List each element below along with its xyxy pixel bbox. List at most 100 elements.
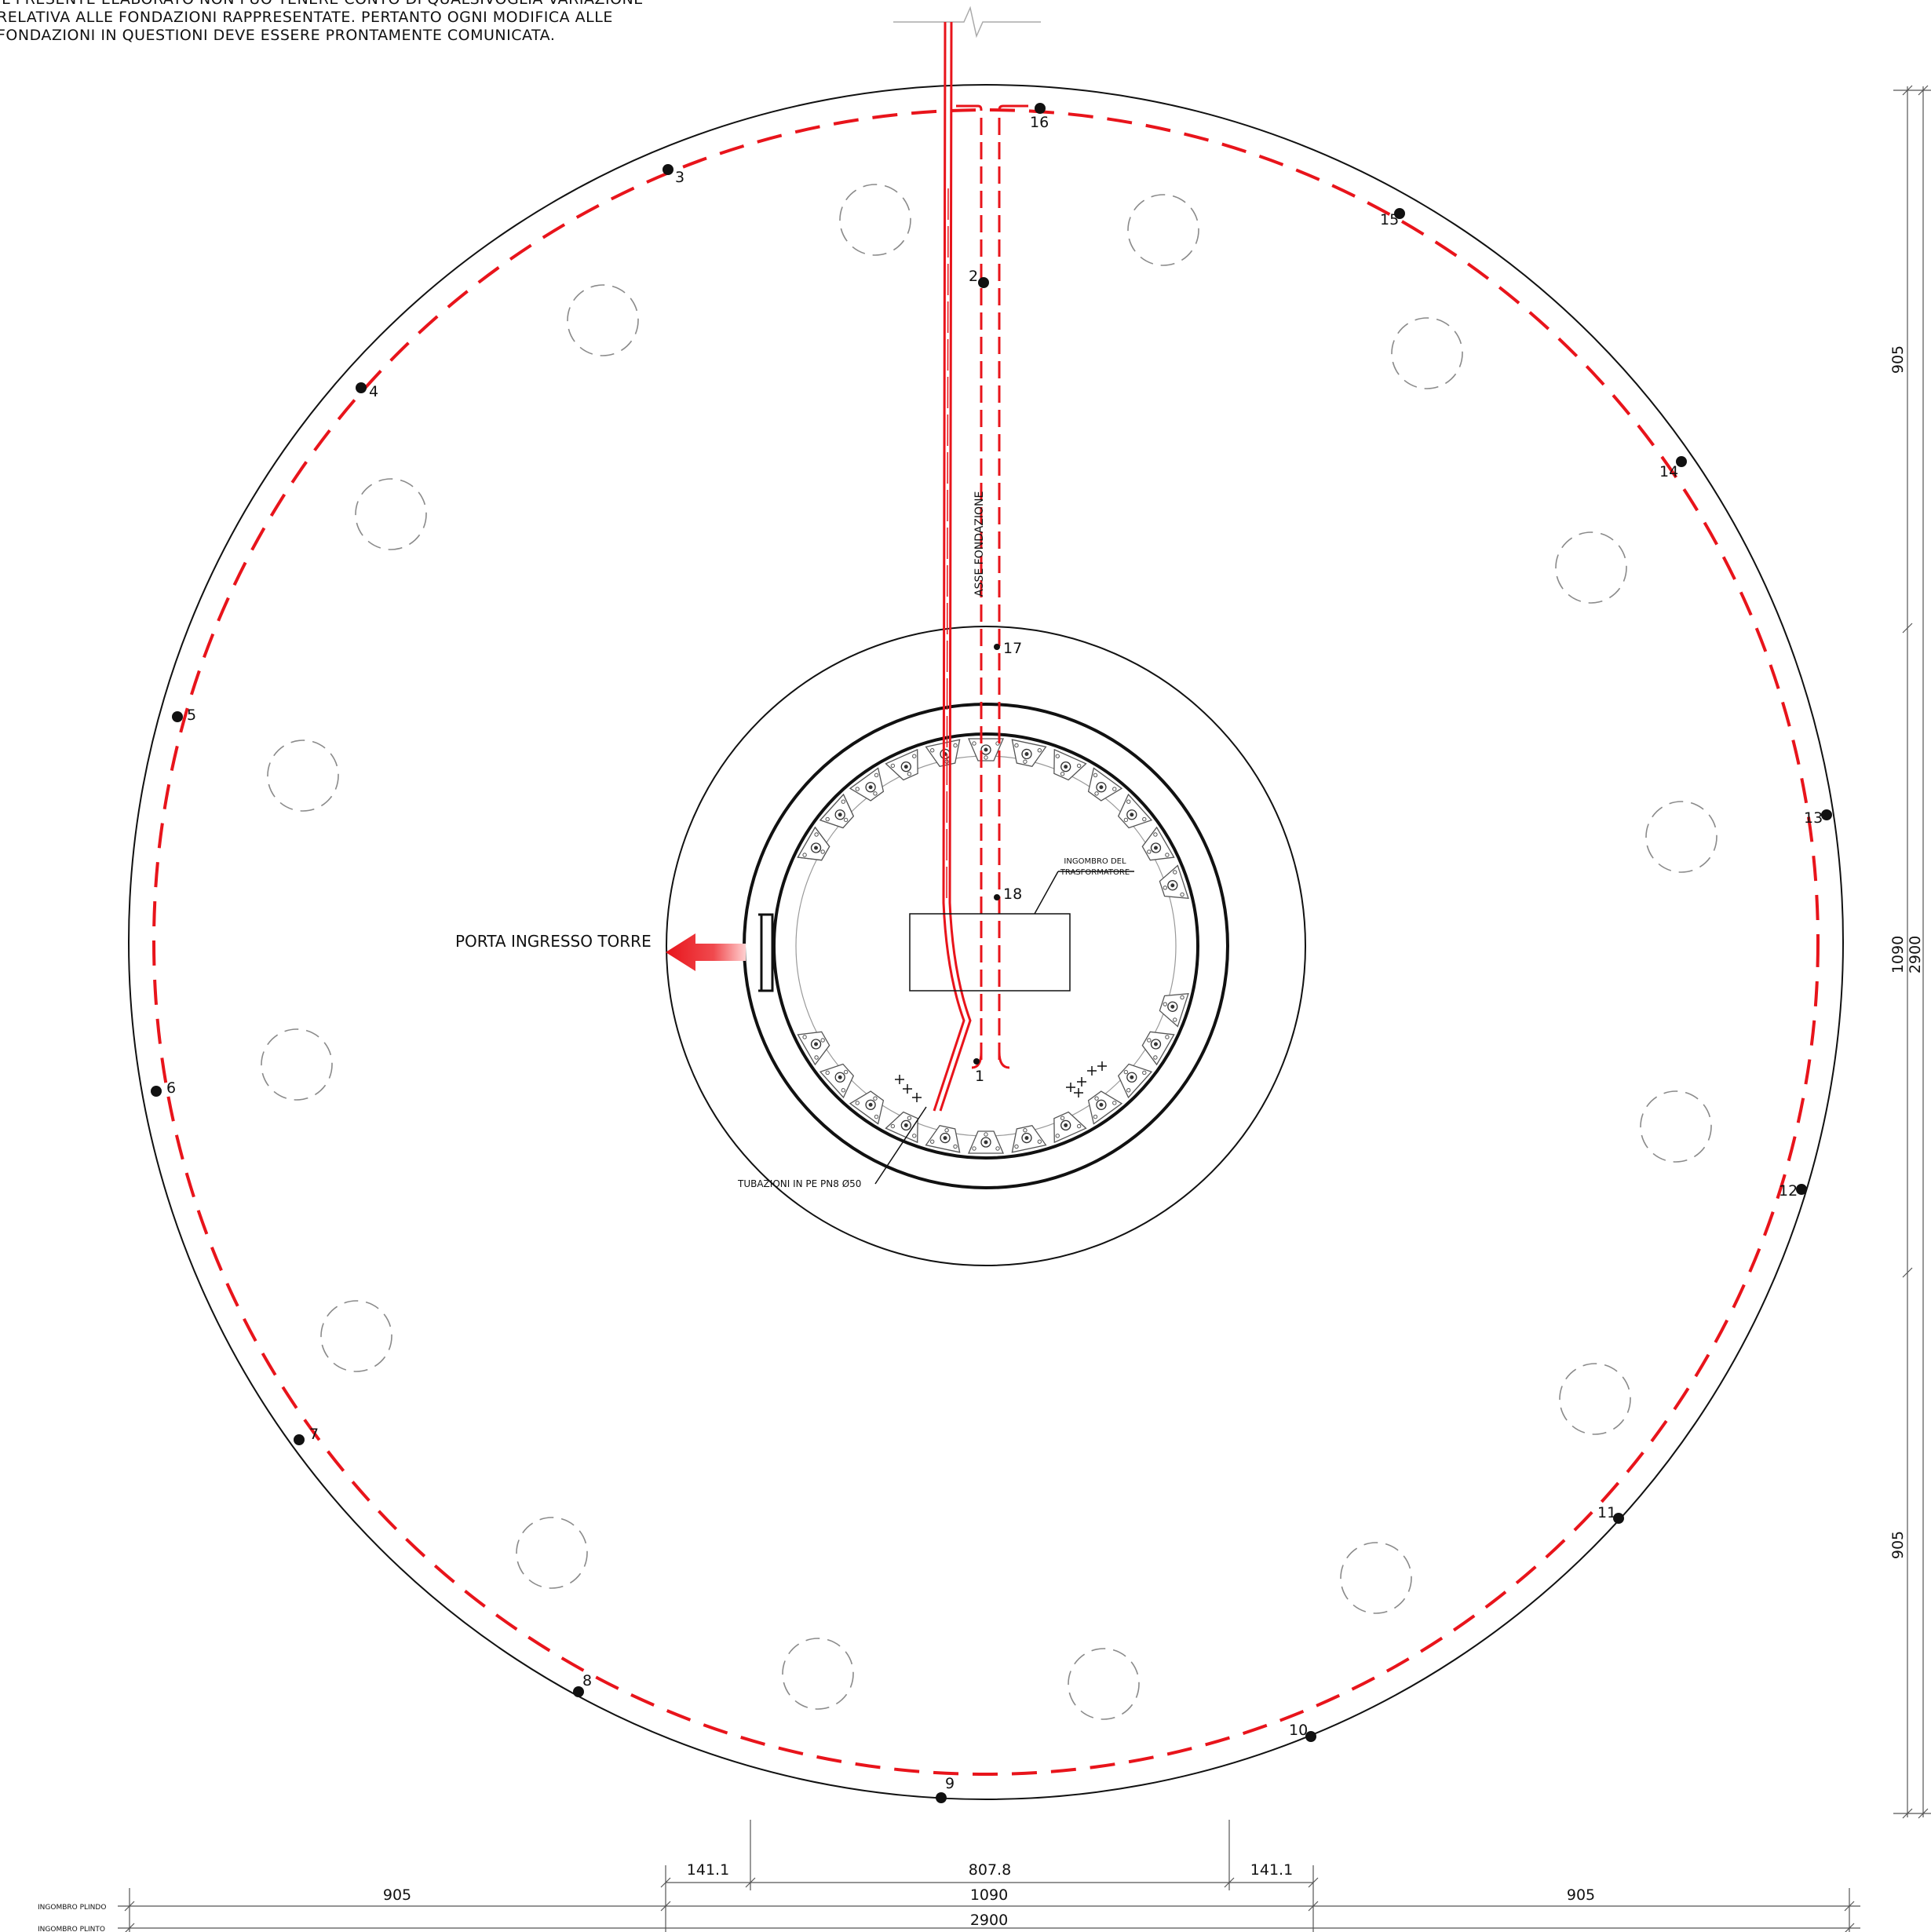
dim-807: 807.8	[969, 1861, 1011, 1879]
grounding-point-label: 6	[166, 1079, 176, 1097]
anchor-cluster-6	[968, 738, 1004, 761]
anchor-cluster-21	[885, 1111, 918, 1144]
grounding-point-label: 5	[187, 707, 196, 724]
pile-4	[1391, 317, 1463, 389]
grounding-point-3: 3	[663, 164, 684, 186]
pedestal-outline	[666, 626, 1306, 1266]
survey-marks	[895, 1061, 1107, 1102]
pe-pipes-axis	[946, 188, 949, 904]
tower-flange-outer	[743, 703, 1229, 1189]
note-line-3: FONDAZIONI IN QUESTIONI DEVE ESSERE PRON…	[0, 27, 556, 44]
note-line-1: IL PRESENTE ELABORATO NON PUO TENERE CON…	[0, 0, 656, 9]
grounding-point-label: 3	[675, 169, 684, 186]
pile-2	[1127, 194, 1199, 266]
grounding-point-13: 13	[1804, 809, 1832, 827]
pe-pipes	[933, 21, 972, 1112]
grounding-point-1: 1	[973, 1058, 984, 1085]
grounding-point-label: 18	[1003, 886, 1022, 903]
grounding-point-6: 6	[151, 1079, 176, 1097]
foundation-outline	[128, 84, 1844, 1800]
dim-right-905-bottom: 905	[1889, 1531, 1907, 1559]
pile-1	[839, 184, 911, 256]
grounding-point-label: 8	[582, 1672, 592, 1689]
pile-8	[1645, 801, 1717, 873]
entrance-label: PORTA INGRESSO TORRE	[455, 932, 652, 951]
grounding-point-8: 8	[573, 1672, 592, 1697]
grounding-point-10: 10	[1289, 1722, 1316, 1742]
anchor-cluster-3	[849, 767, 885, 802]
dim-row2-label: INGOMBRO PLINDO	[38, 1904, 106, 1912]
dim-905-right: 905	[1567, 1886, 1595, 1904]
pile-12	[1559, 1363, 1631, 1435]
grounding-point-16: 16	[1030, 103, 1049, 131]
dim-right-905-top: 905	[1889, 345, 1907, 374]
note-line-2: RELATIVA ALLE FONDAZIONI RAPPRESENTATE. …	[0, 9, 613, 26]
dim-row3-label: INGOMBRO PLINTO	[38, 1926, 105, 1932]
pipe-label: TUBAZIONI IN PE PN8 Ø50	[737, 1178, 861, 1189]
anchor-cluster-24	[797, 826, 830, 861]
dim-right-1090: 1090	[1889, 936, 1907, 973]
anchor-bolt-group	[797, 738, 1189, 1154]
anchor-cluster-26	[797, 1031, 830, 1066]
right-dimensions	[1893, 85, 1931, 1819]
pile-10	[1640, 1090, 1712, 1163]
pile-13	[516, 1517, 588, 1589]
anchor-cluster-15	[1117, 1063, 1153, 1099]
transformer-label-line2: TRASFORMATORE	[1060, 868, 1130, 877]
transformer-label-line1: INGOMBRO DEL	[1064, 857, 1126, 866]
grounding-point-12: 12	[1779, 1182, 1807, 1200]
grounding-point-2: 2	[969, 268, 989, 288]
anchor-cluster-10	[1117, 793, 1153, 829]
duct-end-hooks	[956, 104, 1028, 1069]
tower-door	[758, 913, 774, 992]
grounding-point-label: 1	[975, 1068, 984, 1085]
pile-7	[267, 740, 339, 812]
top-break-line	[893, 5, 1041, 38]
grounding-ring-red	[152, 108, 1820, 1776]
grounding-point-label: 14	[1659, 463, 1678, 480]
grounding-point-15: 15	[1380, 208, 1405, 228]
grounding-point-label: 17	[1003, 640, 1022, 657]
dim-905-left: 905	[383, 1886, 411, 1904]
grounding-point-7: 7	[294, 1426, 319, 1445]
anchor-cluster-12	[1159, 864, 1189, 900]
grounding-point-label: 9	[945, 1775, 955, 1792]
anchor-cluster-22	[849, 1090, 885, 1125]
dim-1090: 1090	[970, 1886, 1008, 1904]
pile-9	[261, 1028, 333, 1101]
anchor-cluster-8	[1053, 748, 1087, 781]
pile-group	[261, 184, 1717, 1720]
anchor-cluster-18	[1011, 1125, 1047, 1153]
anchor-cluster-25	[819, 793, 855, 829]
pile-11	[320, 1300, 392, 1372]
anchor-cluster-17	[1053, 1111, 1087, 1144]
anchor-cluster-7	[1011, 739, 1047, 767]
dim-2900: 2900	[970, 1912, 1008, 1929]
grounding-point-label: 15	[1380, 211, 1399, 228]
pile-3	[567, 284, 639, 356]
grounding-point-18: 18	[994, 886, 1022, 903]
grounding-point-label: 16	[1030, 114, 1049, 131]
transformer-footprint	[909, 871, 1134, 992]
anchor-cluster-16	[1087, 1090, 1123, 1125]
dim-141-right: 141.1	[1250, 1861, 1293, 1879]
grounding-point-label: 11	[1597, 1504, 1616, 1521]
general-note: IL PRESENTE ELABORATO NON PUO TENERE CON…	[0, 0, 656, 45]
axis-label: ASSE FONDAZIONE	[973, 491, 986, 597]
grounding-point-label: 4	[369, 383, 378, 400]
anchor-cluster-4	[885, 748, 918, 781]
anchor-cluster-14	[1141, 1031, 1175, 1066]
grounding-point-11: 11	[1597, 1504, 1624, 1524]
grounding-duct	[977, 104, 1004, 1060]
dim-141-left: 141.1	[687, 1861, 729, 1879]
grounding-point-14: 14	[1659, 456, 1687, 480]
grounding-point-9: 9	[936, 1775, 955, 1803]
grounding-point-label: 12	[1779, 1182, 1798, 1200]
pile-14	[1340, 1542, 1412, 1614]
anchor-cluster-20	[925, 1125, 961, 1153]
grounding-point-label: 7	[309, 1426, 319, 1443]
dim-right-2900: 2900	[1907, 936, 1924, 973]
grounding-point-5: 5	[172, 707, 196, 724]
